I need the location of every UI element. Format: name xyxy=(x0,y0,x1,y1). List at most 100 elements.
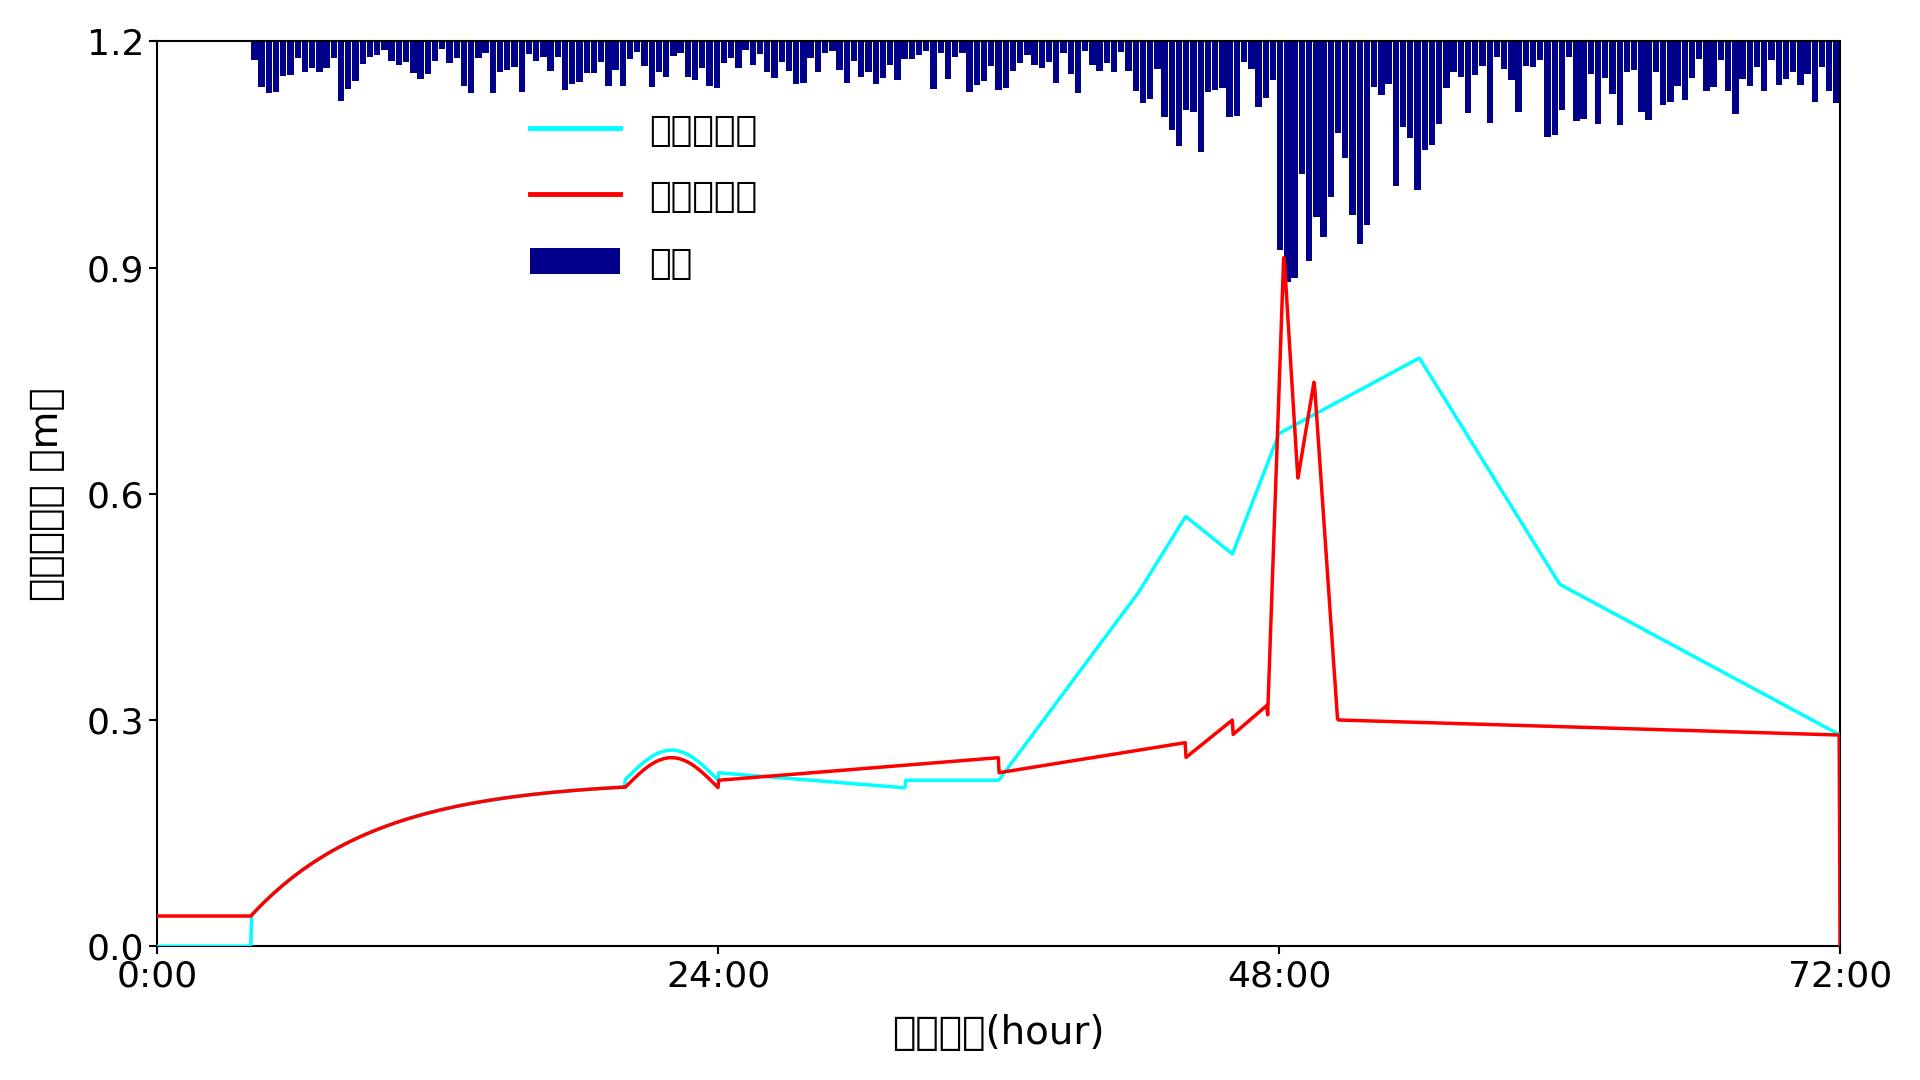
Bar xyxy=(1133,41,1139,91)
Bar xyxy=(1436,41,1442,124)
Bar xyxy=(1060,41,1068,53)
Bar xyxy=(1465,41,1471,112)
Bar xyxy=(1818,41,1826,67)
Bar xyxy=(620,41,626,86)
Bar xyxy=(294,41,301,58)
Bar xyxy=(1125,41,1131,70)
通常の水田 xyxy=(1828,940,1851,953)
Legend: 通常の水田, 田んぼダム, 降雨: 通常の水田, 田んぼダム, 降雨 xyxy=(513,95,776,299)
Bar xyxy=(440,41,445,49)
Bar xyxy=(1624,41,1630,71)
Bar xyxy=(685,41,691,77)
Bar xyxy=(720,41,728,63)
Bar xyxy=(1162,41,1167,117)
Bar xyxy=(453,41,461,58)
Bar xyxy=(793,41,799,84)
Bar xyxy=(872,41,879,84)
Bar xyxy=(1334,41,1342,133)
Bar xyxy=(1140,41,1146,103)
Bar xyxy=(1797,41,1803,85)
Bar xyxy=(353,41,359,81)
Bar xyxy=(829,41,835,51)
Bar xyxy=(518,41,524,92)
Bar xyxy=(1653,41,1659,71)
Bar xyxy=(1075,41,1081,93)
Bar xyxy=(814,41,822,71)
Bar xyxy=(1175,41,1183,146)
Bar xyxy=(995,41,1002,90)
Bar xyxy=(1386,41,1392,84)
通常の水田 xyxy=(920,773,943,786)
Bar xyxy=(576,41,582,82)
Bar xyxy=(989,41,995,66)
Bar xyxy=(937,41,945,53)
Bar xyxy=(1089,41,1096,65)
Bar xyxy=(424,41,430,75)
Bar xyxy=(382,41,388,51)
Bar xyxy=(670,41,676,56)
Bar xyxy=(568,41,576,84)
Bar xyxy=(1379,41,1384,95)
Bar xyxy=(526,41,532,54)
Bar xyxy=(1789,41,1797,71)
Bar xyxy=(359,41,367,65)
Bar xyxy=(338,41,344,102)
Bar xyxy=(540,41,547,57)
Bar xyxy=(1321,41,1327,237)
Bar xyxy=(1768,41,1774,59)
Bar xyxy=(1515,41,1523,111)
Bar xyxy=(388,41,396,62)
Bar xyxy=(367,41,372,57)
Bar xyxy=(1183,41,1190,110)
Bar xyxy=(662,41,670,77)
Bar xyxy=(1572,41,1580,121)
田んぼダム xyxy=(1780,727,1803,740)
Bar xyxy=(916,41,922,55)
Bar xyxy=(1298,41,1306,174)
通常の水田 xyxy=(1780,703,1803,716)
Bar xyxy=(468,41,474,93)
Bar xyxy=(445,41,453,64)
Line: 田んぼダム: 田んぼダム xyxy=(157,258,1839,946)
Bar xyxy=(1292,41,1298,279)
田んぼダム xyxy=(146,909,169,922)
Bar xyxy=(563,41,568,90)
Bar xyxy=(858,41,864,78)
Bar xyxy=(1112,41,1117,72)
通常の水田 xyxy=(232,940,255,953)
Bar xyxy=(837,41,843,70)
Bar xyxy=(1457,41,1465,78)
通常の水田 xyxy=(1471,455,1494,468)
Bar xyxy=(1674,41,1680,85)
Bar xyxy=(1235,41,1240,116)
Bar xyxy=(1690,41,1695,78)
Bar xyxy=(1169,41,1175,131)
Bar xyxy=(707,41,712,85)
Bar xyxy=(657,41,662,72)
Bar xyxy=(866,41,872,71)
Bar xyxy=(1509,41,1515,80)
Bar xyxy=(1609,41,1617,94)
Bar xyxy=(1530,41,1536,67)
Bar xyxy=(735,41,741,68)
Bar xyxy=(1567,41,1572,57)
Bar xyxy=(1753,41,1761,67)
Bar xyxy=(678,41,684,53)
Bar xyxy=(1428,41,1434,145)
Bar xyxy=(714,41,720,89)
Bar xyxy=(1732,41,1738,113)
Bar xyxy=(895,41,900,80)
Bar xyxy=(1421,41,1428,150)
Bar xyxy=(1198,41,1204,151)
Bar xyxy=(1834,41,1839,104)
Bar xyxy=(1617,41,1622,125)
Bar xyxy=(822,41,828,53)
Bar xyxy=(555,41,561,57)
Bar xyxy=(1805,41,1811,75)
Bar xyxy=(346,41,351,90)
Bar xyxy=(1371,41,1377,86)
Bar xyxy=(1031,41,1039,65)
Bar xyxy=(749,41,756,66)
Bar xyxy=(1580,41,1586,119)
Bar xyxy=(728,41,733,58)
